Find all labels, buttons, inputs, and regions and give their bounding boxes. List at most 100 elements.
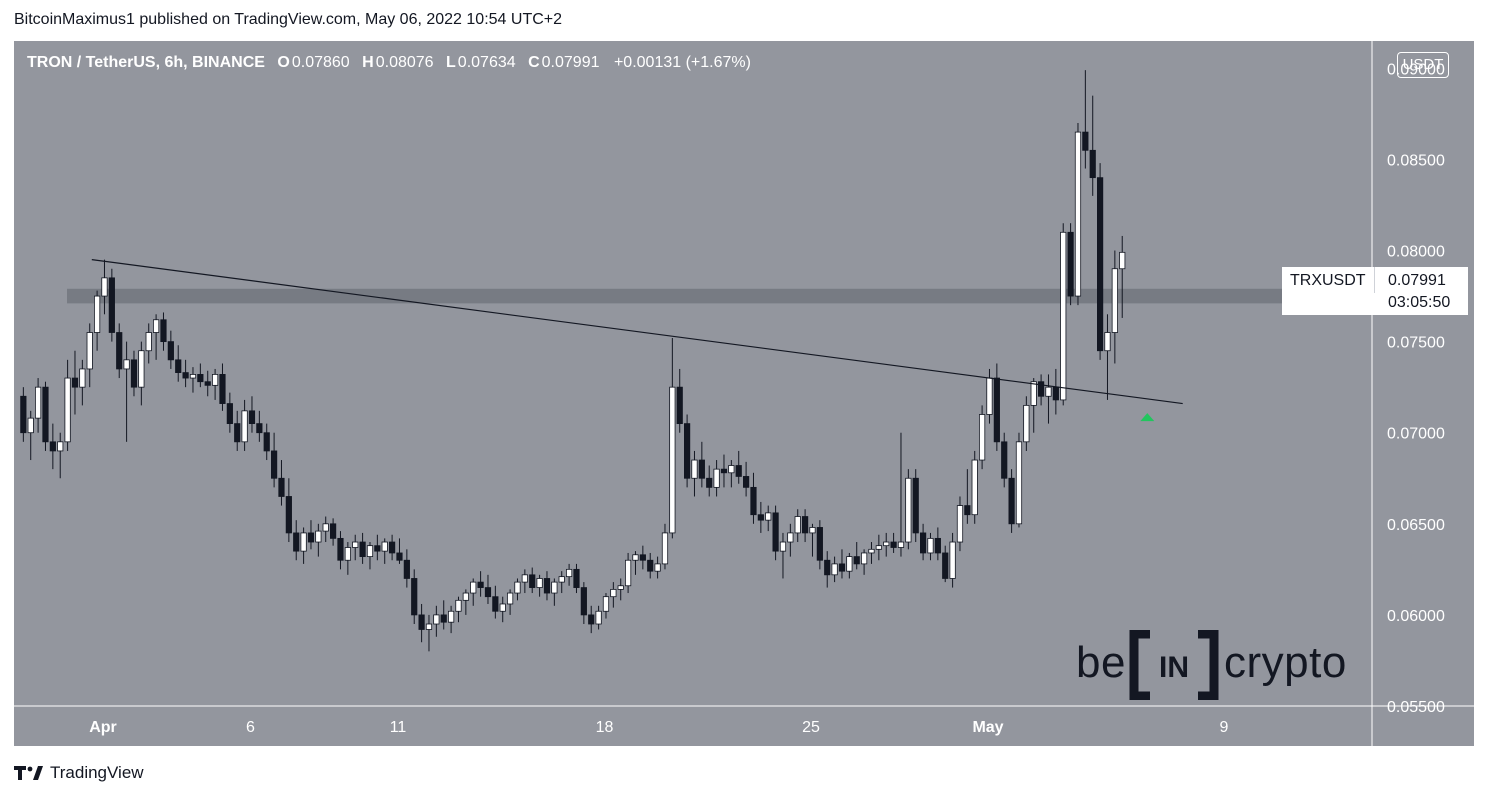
bullish-candle[interactable] [447,610,455,623]
bullish-candle[interactable] [462,592,469,601]
bearish-candle[interactable] [108,277,115,333]
bullish-candle[interactable] [35,386,42,419]
bearish-candle[interactable] [647,559,654,572]
bullish-candle[interactable] [787,532,794,543]
bullish-candle[interactable] [300,532,307,552]
bullish-candle[interactable] [551,581,558,594]
bearish-candle[interactable] [263,432,270,452]
bearish-candle[interactable] [1001,441,1008,479]
bullish-candle[interactable] [809,527,816,534]
bearish-candle[interactable] [256,423,263,434]
bullish-candle[interactable] [897,541,905,548]
bullish-candle[interactable] [425,623,433,630]
bullish-candle[interactable] [831,563,838,576]
bearish-candle[interactable] [964,505,971,516]
bearish-candle[interactable] [440,614,447,623]
bullish-candle[interactable] [669,386,676,534]
bullish-candle[interactable] [64,377,71,443]
bullish-candle[interactable] [868,548,875,554]
bullish-candle[interactable] [971,459,978,516]
bullish-candle[interactable] [94,295,101,333]
chart-frame[interactable] [14,41,1474,746]
bullish-candle[interactable] [625,559,632,587]
bearish-candle[interactable] [307,532,315,543]
bearish-candle[interactable] [160,319,167,343]
bullish-candle[interactable] [602,596,610,612]
bearish-candle[interactable] [757,514,764,521]
bullish-candle[interactable] [57,441,64,452]
bullish-candle[interactable] [875,545,882,550]
bearish-candle[interactable] [248,410,256,425]
time-axis[interactable]: Apr 6 11 18 25 May 9 [89,719,1228,736]
bullish-candle[interactable] [189,374,197,379]
bearish-candle[interactable] [912,477,919,534]
bullish-candle[interactable] [713,468,720,488]
bullish-candle[interactable] [654,563,661,572]
bullish-candle[interactable] [344,547,351,561]
bearish-candle[interactable] [750,486,757,516]
bullish-candle[interactable] [610,588,617,598]
bearish-candle[interactable] [175,359,182,373]
bullish-candle[interactable] [352,541,359,548]
bullish-candle[interactable] [979,414,986,461]
bearish-candle[interactable] [270,450,278,479]
bearish-candle[interactable] [116,332,123,370]
bearish-candle[interactable] [1038,381,1045,397]
bearish-candle[interactable] [706,477,713,488]
bullish-candle[interactable] [366,545,374,558]
bearish-candle[interactable] [71,377,79,388]
bearish-candle[interactable] [934,537,941,554]
bearish-candle[interactable] [676,386,683,425]
bearish-candle[interactable] [329,523,337,539]
bearish-candle[interactable] [396,552,403,561]
bearish-candle[interactable] [20,395,27,434]
bullish-candle[interactable] [956,505,964,543]
bearish-candle[interactable] [374,545,381,552]
bullish-candle[interactable] [145,332,152,352]
bullish-candle[interactable] [632,554,639,561]
bullish-candle[interactable] [617,585,624,590]
bearish-candle[interactable] [234,423,241,443]
bearish-candle[interactable] [772,512,779,552]
bullish-candle[interactable] [883,541,890,547]
bullish-candle[interactable] [927,537,934,554]
bearish-candle[interactable] [388,541,396,554]
bullish-candle[interactable] [779,541,787,552]
bullish-candle[interactable] [381,541,388,552]
bearish-candle[interactable] [197,374,204,383]
bearish-candle[interactable] [802,516,809,534]
bullish-candle[interactable] [514,581,521,594]
bullish-candle[interactable] [905,477,912,543]
currency-unit-button[interactable]: USDT [1397,52,1449,78]
bearish-candle[interactable] [735,465,742,477]
bullish-candle[interactable] [1015,441,1023,525]
bearish-candle[interactable] [993,377,1000,443]
bullish-candle[interactable] [794,516,801,534]
bearish-candle[interactable] [573,568,580,588]
bearish-candle[interactable] [278,477,285,497]
bullish-candle[interactable] [86,332,93,370]
bullish-candle[interactable] [521,574,528,583]
bullish-candle[interactable] [322,523,329,532]
bullish-candle[interactable] [595,610,602,625]
bearish-candle[interactable] [588,614,595,625]
bearish-candle[interactable] [890,541,897,548]
bearish-candle[interactable] [1082,131,1089,151]
bearish-candle[interactable] [1089,149,1096,179]
bearish-candle[interactable] [337,537,344,561]
bearish-candle[interactable] [543,578,551,594]
bearish-candle[interactable] [1008,477,1015,525]
bearish-candle[interactable] [226,403,233,425]
bearish-candle[interactable] [204,381,211,386]
bearish-candle[interactable] [580,587,587,616]
bullish-candle[interactable] [949,541,956,579]
bullish-candle[interactable] [1119,251,1126,270]
bearish-candle[interactable] [824,559,831,576]
bearish-candle[interactable] [639,554,646,561]
bullish-candle[interactable] [211,374,219,386]
bullish-candle[interactable] [1030,381,1037,406]
bearish-candle[interactable] [293,532,300,552]
bullish-candle[interactable] [1023,404,1030,443]
bearish-candle[interactable] [698,459,705,479]
bearish-candle[interactable] [853,556,860,565]
